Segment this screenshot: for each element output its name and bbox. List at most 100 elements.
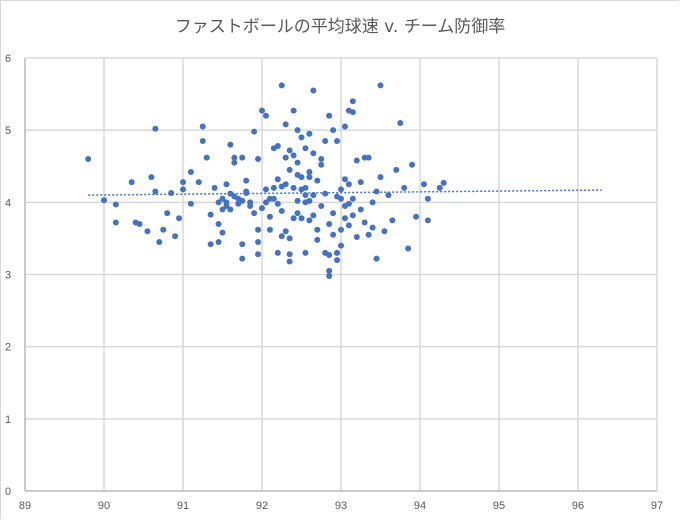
data-point <box>409 161 416 168</box>
data-point <box>345 222 352 229</box>
data-point <box>290 215 297 222</box>
data-point <box>290 107 297 114</box>
data-point <box>310 212 317 219</box>
data-point <box>259 205 265 212</box>
data-point <box>298 215 305 222</box>
data-point <box>251 210 258 217</box>
data-point <box>164 210 171 217</box>
data-point <box>274 200 281 207</box>
data-point <box>365 231 372 238</box>
data-point <box>215 199 222 206</box>
data-point <box>219 229 226 236</box>
data-point <box>243 177 250 184</box>
data-point <box>294 127 301 134</box>
data-point <box>278 207 285 214</box>
data-point <box>424 195 431 202</box>
data-point <box>262 199 269 206</box>
data-point <box>314 226 321 233</box>
data-point <box>326 272 333 279</box>
x-tick-label: 91 <box>177 500 189 512</box>
data-point <box>373 255 380 262</box>
data-point <box>144 228 151 235</box>
data-point <box>306 217 313 224</box>
data-point <box>85 156 92 163</box>
data-point <box>294 210 301 217</box>
data-point <box>112 201 119 208</box>
data-point <box>326 220 333 227</box>
data-point <box>349 212 356 219</box>
data-point <box>349 195 356 202</box>
x-tick-label: 93 <box>335 500 347 512</box>
data-point <box>322 249 329 256</box>
data-point <box>227 206 234 213</box>
data-point <box>330 231 337 238</box>
data-point <box>341 176 348 183</box>
data-point <box>223 199 230 206</box>
data-point <box>231 193 238 200</box>
data-point <box>180 186 186 193</box>
trendline <box>88 189 602 196</box>
data-point <box>345 181 352 188</box>
data-point <box>310 87 317 94</box>
data-point <box>330 127 337 134</box>
data-point <box>259 107 265 114</box>
data-point <box>298 134 305 141</box>
data-point <box>231 154 238 161</box>
data-point <box>334 257 341 264</box>
data-point <box>310 192 317 199</box>
data-point <box>338 186 344 193</box>
data-point <box>302 184 309 191</box>
x-tick-label: 89 <box>19 500 31 512</box>
data-point <box>211 184 218 191</box>
y-tick-label: 0 <box>5 486 11 498</box>
data-point <box>326 267 333 274</box>
data-point <box>302 145 309 152</box>
data-point <box>255 226 262 233</box>
y-tick-label: 3 <box>5 270 11 282</box>
data-point <box>239 197 246 204</box>
data-point <box>239 241 246 248</box>
data-point <box>203 154 210 161</box>
data-point <box>357 179 364 186</box>
data-point <box>199 137 206 144</box>
data-point <box>318 161 325 168</box>
y-tick-label: 4 <box>5 197 11 209</box>
data-point <box>290 152 297 159</box>
x-tick-label: 94 <box>414 500 426 512</box>
data-point <box>420 181 427 188</box>
data-point <box>341 215 348 222</box>
y-tick-label: 2 <box>5 342 11 354</box>
data-point <box>255 239 262 246</box>
x-tick-label: 97 <box>651 500 663 512</box>
gridlines <box>24 57 658 492</box>
data-point <box>266 213 273 220</box>
data-point <box>322 190 329 197</box>
data-point <box>282 121 289 128</box>
data-point <box>282 228 289 235</box>
data-point <box>349 109 356 116</box>
data-point <box>345 200 352 207</box>
data-point <box>338 242 344 249</box>
data-point <box>274 176 281 183</box>
data-point <box>255 251 262 258</box>
data-point <box>413 213 420 220</box>
data-point <box>286 258 293 265</box>
data-point <box>294 197 301 204</box>
data-point <box>377 82 384 89</box>
data-point <box>219 195 226 202</box>
chart-title: ファストボールの平均球速 v. チーム防御率 <box>174 17 506 37</box>
data-point <box>136 220 143 227</box>
y-axis-ticks: 0 1 2 3 4 5 6 <box>5 53 11 498</box>
data-point <box>231 159 238 166</box>
data-point <box>322 137 329 144</box>
data-point <box>369 199 376 206</box>
data-point <box>353 233 360 240</box>
data-point <box>274 249 281 256</box>
data-point <box>326 112 333 119</box>
data-point <box>365 154 372 161</box>
data-point <box>306 169 313 176</box>
data-point <box>314 177 321 184</box>
data-point <box>239 154 246 161</box>
data-point <box>377 174 384 181</box>
